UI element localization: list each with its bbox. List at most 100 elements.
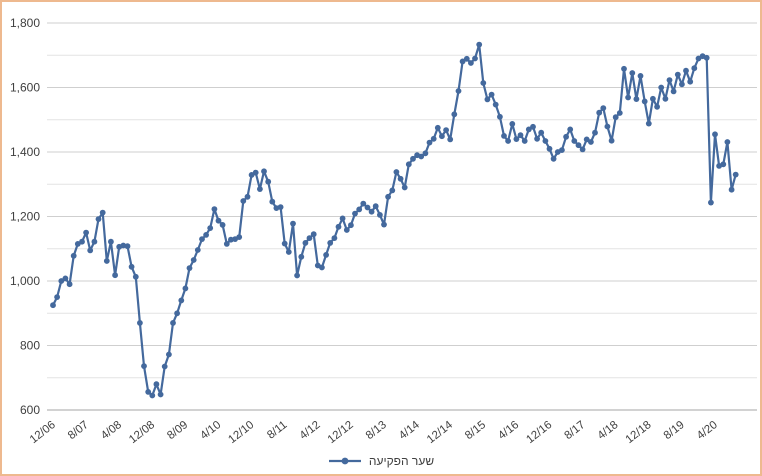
data-point [468,60,474,66]
data-point [306,235,313,242]
data-point [492,101,499,108]
data-point [418,153,425,160]
data-point [724,139,731,145]
legend-line-marker-icon [328,456,362,466]
data-point [670,88,677,95]
x-axis-label: 12/08 [127,419,157,444]
data-point [538,129,545,136]
x-axis-labels: 12/06 8/07 4/08 12/08 8/09 4/10 12/10 8/11 4/12 1… [28,419,720,447]
x-axis-label: 8/19 [662,419,687,442]
data-point [302,240,309,246]
x-axis-label: 8/13 [364,419,389,442]
legend-series-label: שער הפקיעה [368,454,435,468]
data-point [530,123,536,130]
data-point [207,225,214,232]
data-point [194,247,201,253]
data-point [161,363,168,370]
y-axis-labels: 600 800 1,000 1,200 1,400 1,600 1,800 [10,16,40,417]
data-point [443,127,449,133]
data-point [323,252,329,258]
data-point [182,285,189,292]
data-point [567,126,574,133]
x-axis-label: 12/10 [226,419,256,444]
data-point [215,217,222,224]
data-point [521,138,528,144]
data-point [488,91,495,98]
data-point [141,363,147,369]
minor-gridlines [47,54,757,379]
data-point [364,204,371,211]
data-point [612,114,619,121]
data-point [616,110,623,116]
data-point [236,234,243,241]
data-point [447,136,454,143]
data-point [377,212,383,218]
data-point [422,150,429,157]
data-point [389,187,396,194]
data-point [124,243,131,250]
data-point [219,222,226,228]
y-axis-label: 600 [20,403,40,417]
data-point [95,216,102,223]
data-point [128,263,135,270]
data-point [62,275,69,282]
data-point [691,65,698,72]
data-point [732,171,739,178]
data-point [476,41,483,48]
data-point [608,137,615,144]
data-point [261,168,267,175]
data-point [720,161,727,168]
data-point [137,320,143,326]
data-point [211,206,218,213]
data-point [674,71,681,78]
data-point [405,161,412,168]
data-point [505,138,511,144]
data-point [559,147,565,154]
data-point [277,204,284,211]
data-point [637,73,644,79]
data-point [583,136,590,143]
x-axis-label: 12/18 [624,419,654,444]
data-point [170,320,176,326]
data-point [339,215,346,222]
data-point [298,253,305,260]
data-point [149,392,156,399]
data-point [501,133,507,139]
data-point [348,222,354,229]
data-point [368,208,375,215]
data-point [596,109,603,116]
data-point [360,200,367,207]
data-point [728,186,735,193]
x-axis-label: 12/14 [425,419,456,444]
data-point [463,55,470,62]
data-point [666,77,673,83]
data-point [654,103,660,110]
data-point [310,231,317,238]
data-point [517,132,524,139]
data-point [203,232,210,238]
data-point [285,249,292,255]
x-axis-label: 4/12 [298,419,323,442]
data-point [356,206,363,213]
data-point [145,389,152,395]
data-point [331,235,338,242]
data-point [621,65,627,72]
data-point [290,220,296,227]
y-axis-label: 1,200 [10,210,40,224]
data-point [223,241,230,247]
data-point [103,258,110,264]
data-point [662,95,669,102]
x-axis-label: 8/17 [562,419,587,442]
data-point [265,178,272,185]
data-point [87,247,94,254]
x-axis-label: 12/12 [326,419,356,444]
data-point [91,238,98,245]
data-point [199,236,205,243]
data-point [679,81,685,88]
data-point [426,139,433,146]
data-point [178,297,185,304]
data-point [600,105,607,111]
data-point [112,272,118,279]
data-point [703,54,710,61]
data-point [434,124,441,131]
